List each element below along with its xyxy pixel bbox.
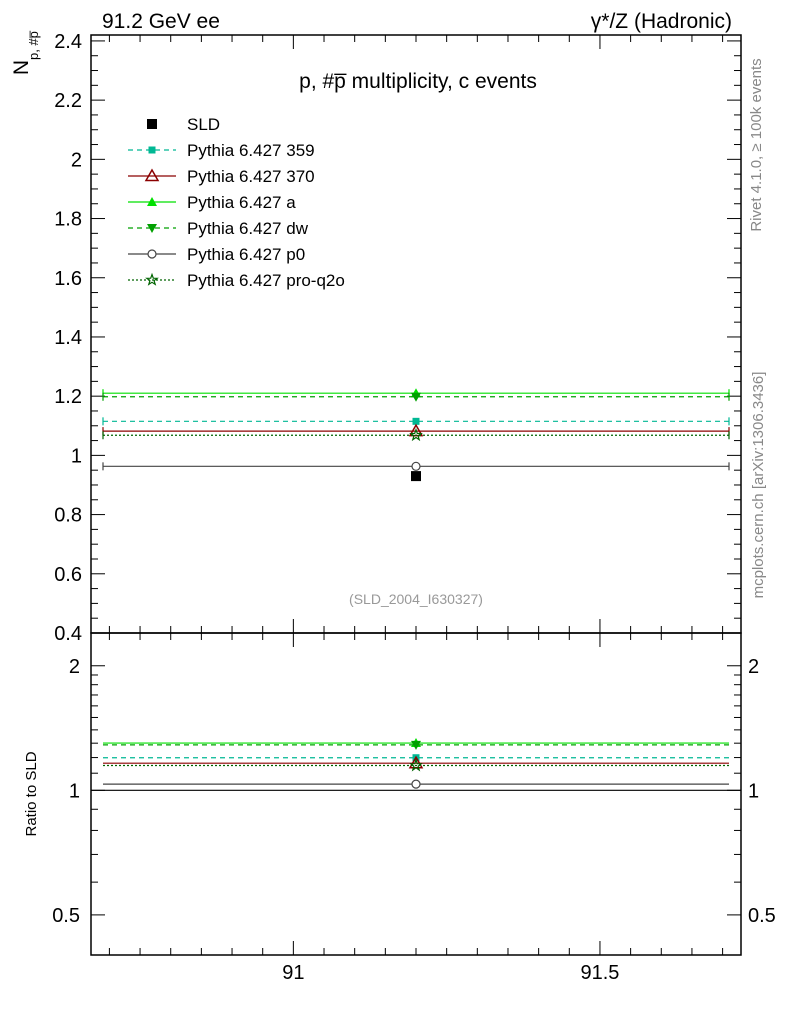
y-tick-label: 0.4 <box>54 623 82 645</box>
y-axis-label-sub: p, #p̅ <box>26 31 41 60</box>
series-pythia-6-427-p0 <box>102 461 730 471</box>
main-plot-title: p, #p̅ multiplicity, c events <box>299 70 537 93</box>
legend-entry: Pythia 6.427 pro-q2o <box>128 271 345 290</box>
rivet-label: Rivet 4.1.0, ≥ 100k events <box>748 58 765 231</box>
ratio-y-tick-label-right: 2 <box>748 656 759 678</box>
legend-label: Pythia 6.427 p0 <box>187 245 305 264</box>
series-pythia-6-427-359 <box>102 417 730 426</box>
analysis-watermark: (SLD_2004_I630327) <box>349 591 483 607</box>
series-sld <box>411 471 421 482</box>
marker-triangle-down <box>411 392 421 402</box>
y-axis-label: N p, #p̅ <box>10 31 41 76</box>
y-tick-label: 2.2 <box>54 90 82 112</box>
ratio-ticks: 0.5 0.5 1 1 2 2 91 91.5 <box>52 633 776 984</box>
header-left: 91.2 GeV ee <box>102 10 220 33</box>
legend-entry: Pythia 6.427 dw <box>128 219 309 238</box>
marker-star <box>409 427 423 442</box>
x-tick-label: 91.5 <box>580 962 619 984</box>
ratio-y-tick-label-right: 1 <box>748 780 759 802</box>
y-tick-label: 2 <box>71 149 82 171</box>
marker-circle-open <box>411 779 421 789</box>
marker-triangle-down <box>411 740 421 750</box>
ratio-y-tick-label: 1 <box>69 780 80 802</box>
ratio-series <box>103 738 729 789</box>
legend-label: Pythia 6.427 pro-q2o <box>187 271 345 290</box>
y-axis-label-main: N <box>10 60 33 75</box>
x-tick-label: 91 <box>282 962 304 984</box>
marker-square-small <box>148 146 156 154</box>
ratio-y-tick-label: 0.5 <box>52 905 80 927</box>
y-tick-label: 0.8 <box>54 505 82 527</box>
header-right: γ*/Z (Hadronic) <box>591 10 732 33</box>
marker-triangle-down <box>147 224 157 233</box>
legend-label: Pythia 6.427 a <box>187 193 296 212</box>
ratio-y-tick-label: 2 <box>69 656 80 678</box>
legend-entry: Pythia 6.427 359 <box>128 141 315 160</box>
y-tick-label: 1.4 <box>54 327 82 349</box>
ratio-y-tick-label-right: 0.5 <box>748 905 776 927</box>
marker-square <box>411 471 421 482</box>
ratio-plot-frame <box>90 632 742 956</box>
marker-square-small <box>412 417 420 425</box>
mcplots-label: mcplots.cern.ch [arXiv:1306.3436] <box>750 372 767 599</box>
y-tick-label: 2.4 <box>54 31 82 53</box>
main-series <box>102 388 730 482</box>
marker-triangle-open <box>144 168 160 182</box>
y-tick-label: 1.2 <box>54 386 82 408</box>
legend-label: SLD <box>187 115 220 134</box>
ratio-y-axis-label: Ratio to SLD <box>23 751 40 836</box>
marker-star <box>409 758 423 772</box>
marker-star <box>145 272 159 286</box>
legend-label: Pythia 6.427 370 <box>187 167 315 186</box>
main-ticks: 0.4 0.6 0.8 1 1.2 1.4 1.6 1.8 2 2.2 2.4 <box>54 31 741 645</box>
y-tick-label: 1.6 <box>54 268 82 290</box>
marker-circle-open <box>147 249 157 259</box>
ratio-series-pythia-6-427-pro-q2o <box>103 758 729 772</box>
legend-entry: Pythia 6.427 p0 <box>128 245 305 264</box>
y-tick-label: 1.8 <box>54 209 82 231</box>
ratio-series-pythia-6-427-p0 <box>103 779 729 789</box>
legend-entry: Pythia 6.427 a <box>128 193 296 212</box>
series-pythia-6-427-dw <box>102 392 730 402</box>
series-pythia-6-427-pro-q2o <box>102 427 730 442</box>
y-tick-label: 0.6 <box>54 564 82 586</box>
legend-entry: Pythia 6.427 370 <box>128 167 315 186</box>
legend-label: Pythia 6.427 dw <box>187 219 309 238</box>
marker-circle-open <box>411 461 421 471</box>
legend-entry: SLD <box>147 115 220 134</box>
marker-triangle <box>147 197 157 206</box>
y-tick-label: 1 <box>71 445 82 467</box>
marker-square <box>147 119 157 129</box>
legend-label: Pythia 6.427 359 <box>187 141 315 160</box>
legend: SLD Pythia 6.427 359 Pythia 6.427 370 Pythi… <box>128 115 345 290</box>
ratio-series-pythia-6-427-dw <box>103 740 729 750</box>
